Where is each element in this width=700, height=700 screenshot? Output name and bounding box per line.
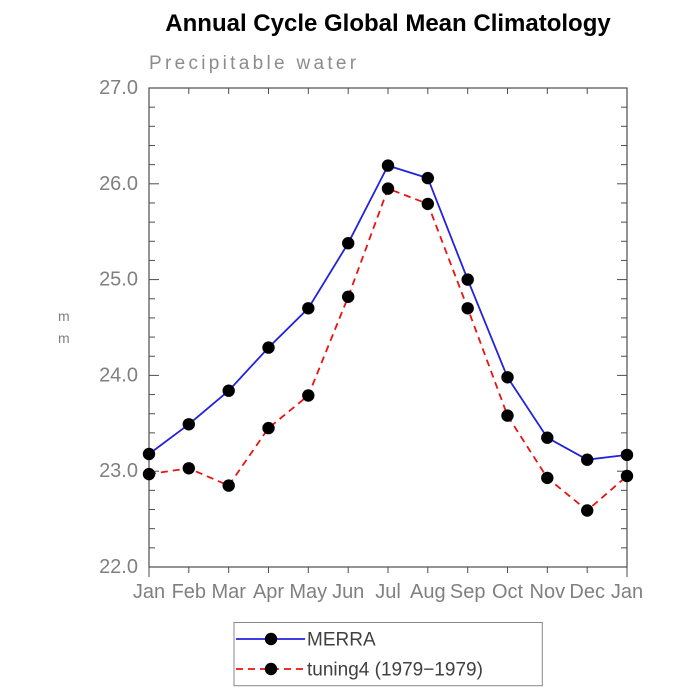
svg-text:Aug: Aug [410, 581, 446, 603]
svg-text:Jan: Jan [133, 581, 165, 603]
svg-text:MERRA: MERRA [307, 630, 376, 651]
svg-text:26.0: 26.0 [99, 173, 138, 195]
svg-text:24.0: 24.0 [99, 364, 138, 386]
svg-text:May: May [289, 581, 327, 603]
svg-text:tuning4 (1979−1979): tuning4 (1979−1979) [307, 660, 483, 681]
svg-text:Sep: Sep [450, 581, 486, 603]
svg-text:Feb: Feb [172, 581, 206, 603]
svg-text:22.0: 22.0 [99, 556, 138, 578]
svg-text:Nov: Nov [530, 581, 566, 603]
svg-text:Apr: Apr [253, 581, 284, 603]
svg-text:27.0: 27.0 [99, 77, 138, 99]
svg-text:Jul: Jul [375, 581, 401, 603]
svg-text:23.0: 23.0 [99, 460, 138, 482]
svg-text:Dec: Dec [569, 581, 605, 603]
svg-text:25.0: 25.0 [99, 269, 138, 291]
svg-text:Oct: Oct [492, 581, 524, 603]
svg-text:Jan: Jan [611, 581, 643, 603]
svg-text:Jun: Jun [332, 581, 364, 603]
svg-text:Mar: Mar [211, 581, 246, 603]
